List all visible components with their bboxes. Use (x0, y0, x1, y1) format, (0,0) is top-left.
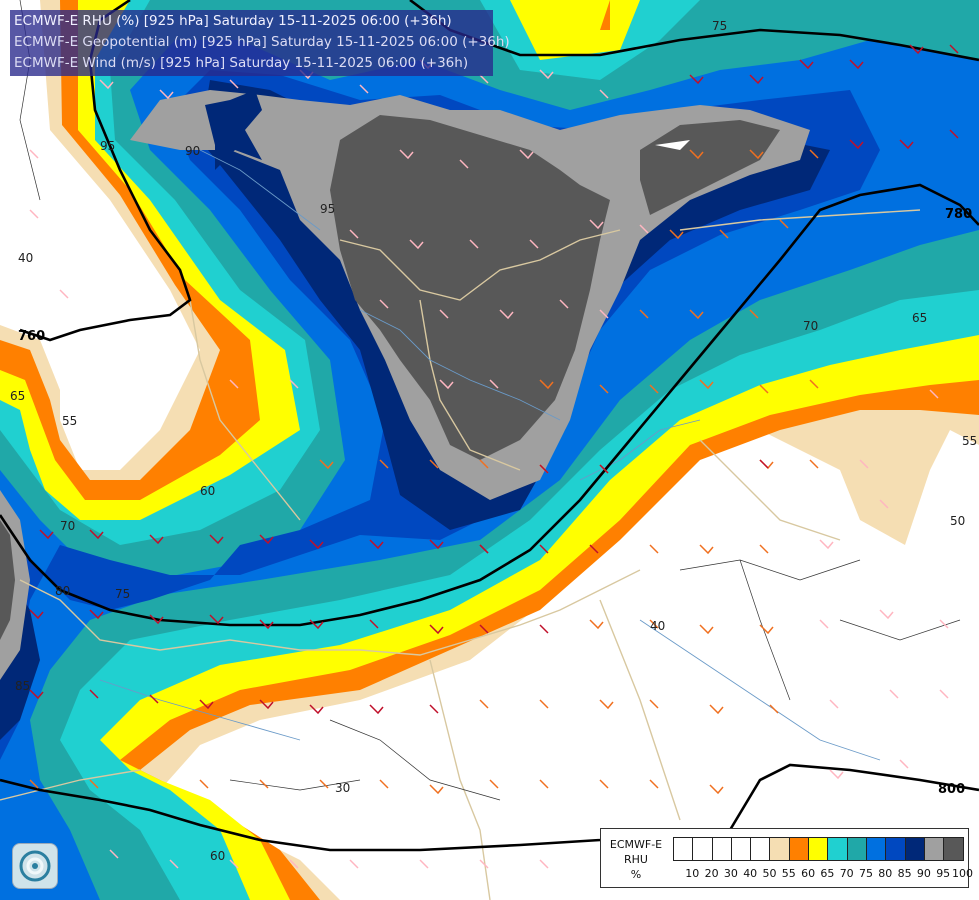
legend-swatch (924, 838, 945, 860)
legend-tick-label: 95 (936, 867, 951, 880)
rhu-white-hole (655, 140, 690, 150)
legend-title-var: RHU (624, 853, 648, 866)
legend-swatch (770, 838, 790, 860)
legend-tick-label: 65 (820, 867, 835, 880)
legend-swatch (712, 838, 732, 860)
legend-title-model: ECMWF-E (609, 838, 663, 851)
legend-swatch (789, 838, 810, 860)
rhu-contour-labels: 95 95 90 75 40 55 60 65 70 55 50 60 65 7… (10, 19, 977, 863)
rhu-label: 60 (200, 484, 215, 498)
geopotential-label: 800 (938, 782, 965, 797)
legend-tick-label: 70 (839, 867, 854, 880)
rhu-white-left (0, 245, 185, 460)
rhu-label: 50 (950, 514, 965, 528)
legend-swatch (674, 838, 694, 860)
rhu-label: 80 (55, 584, 70, 598)
legend-swatch (886, 838, 906, 860)
geopotential-label: 780 (945, 207, 972, 222)
legend-tick-label: 75 (859, 867, 873, 880)
legend-title: ECMWF-E RHU % (603, 837, 669, 882)
rhu-label: 90 (185, 144, 200, 158)
rhu-label: 65 (10, 389, 25, 403)
border-lines (0, 209, 921, 900)
legend-swatch (866, 838, 887, 860)
rhu-label: 75 (115, 587, 130, 601)
legend-tick-label: 90 (916, 867, 931, 880)
rhu-label: 65 (912, 311, 927, 325)
rhu-legend: ECMWF-E RHU % 10 20 30 40 50 55 60 65 70 75 80 85 90… (600, 828, 973, 888)
legend-tick-label: 100 (952, 867, 973, 880)
rhu-label: 95 (320, 202, 335, 216)
contour-780 (0, 183, 979, 627)
legend-tick-label: 60 (801, 867, 816, 880)
legend-colorbar (673, 837, 965, 861)
rhu-navy-star (205, 90, 262, 170)
rhu-label: 55 (962, 434, 977, 448)
legend-swatch (809, 838, 829, 860)
legend-swatch (828, 838, 848, 860)
legend-swatch (751, 838, 771, 860)
rhu-label: 95 (100, 139, 115, 153)
rhu-band-95 (0, 90, 810, 680)
header-rhu: ECMWF-E RHU (%) [925 hPa] Saturday 15-11… (14, 13, 452, 29)
rhu-label: 40 (650, 619, 665, 633)
rhu-label: 30 (335, 781, 350, 795)
rhu-label: 55 (62, 414, 77, 428)
rhu-label: 75 (712, 19, 727, 33)
header-wind: ECMWF-E Wind (m/s) [925 hPa] Saturday 15… (14, 55, 469, 71)
legend-tick-label: 30 (723, 867, 738, 880)
geopotential-label: 760 (18, 329, 45, 344)
header-geopotential: ECMWF-E Geopotential (m) [925 hPa] Satur… (14, 34, 510, 50)
rhu-label: 70 (803, 319, 818, 333)
geopotential-labels: 760 780 800 (18, 207, 972, 797)
legend-ticks: 10 20 30 40 50 55 60 65 70 75 80 85 90 95 100 (673, 867, 973, 881)
rhu-label: 70 (60, 519, 75, 533)
legend-tick-label: 80 (878, 867, 893, 880)
legend-swatch (905, 838, 925, 860)
rhu-label: 40 (18, 251, 33, 265)
legend-swatch (731, 838, 752, 860)
weather-service-logo-icon (12, 843, 58, 889)
legend-title-unit: % (630, 868, 642, 881)
wind-barbs (29, 44, 959, 869)
legend-tick-label: 40 (743, 867, 758, 880)
contour-800 (0, 763, 979, 852)
rhu-label: 60 (210, 849, 225, 863)
rhu-band-100 (0, 115, 780, 640)
legend-swatch (693, 838, 713, 860)
legend-tick-label: 50 (762, 867, 777, 880)
legend-tick-label: 55 (781, 867, 796, 880)
legend-tick-label: 10 (685, 867, 700, 880)
legend-tick-label: 20 (704, 867, 719, 880)
rhu-label: 85 (15, 679, 30, 693)
logo-swirl-icon (19, 850, 51, 882)
river-lines (99, 149, 881, 761)
legend-swatch (944, 838, 964, 860)
legend-tick-label: 85 (897, 867, 912, 880)
rhu-yellow-top (520, 0, 610, 45)
map-header: ECMWF-E RHU (%) [925 hPa] Saturday 15-11… (10, 10, 510, 76)
legend-swatch (847, 838, 867, 860)
